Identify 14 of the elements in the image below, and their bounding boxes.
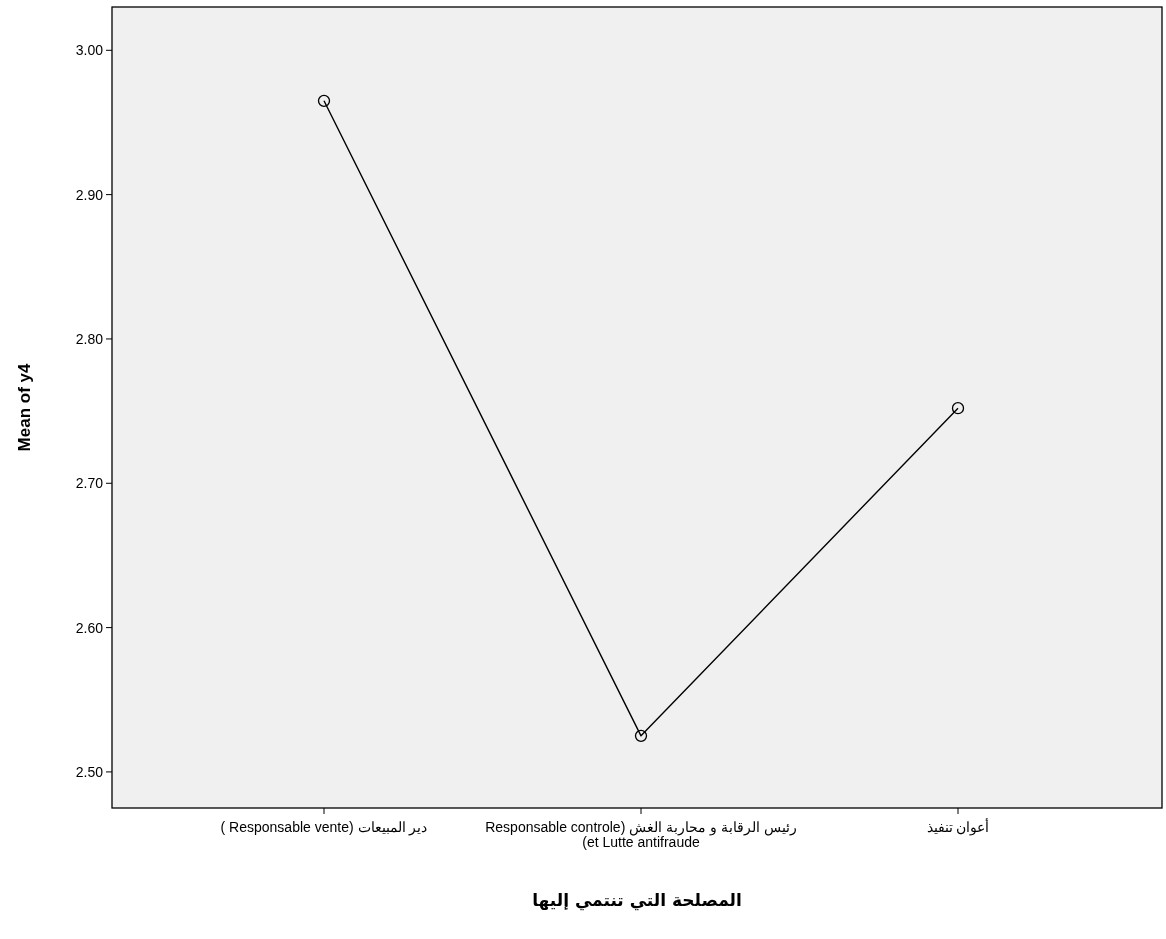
point: [634, 729, 648, 742]
y-tick-label: 2.80: [75, 330, 104, 347]
x-axis-title: المصلحة التي تنتمي إليها: [531, 890, 743, 910]
y-tick-label: 2.70: [75, 475, 104, 492]
y-tick-label: 2.60: [75, 619, 104, 636]
point: [951, 402, 965, 415]
x-tick-label: أعوان تنفيذ: [925, 819, 991, 835]
y-tick-label: 3.00: [75, 42, 104, 59]
y-tick-label: 2.50: [75, 763, 104, 780]
x-tick-label: رئيس الرقابة و محاربة الغش (Responsable controle et Lutte antifraude): [484, 819, 798, 850]
x-tick-label: دير المبيعات (Responsable vente ): [219, 819, 429, 835]
y-axis-title: Mean of y4: [15, 363, 34, 452]
y-tick-label: 2.90: [75, 186, 104, 203]
point: [317, 94, 331, 107]
